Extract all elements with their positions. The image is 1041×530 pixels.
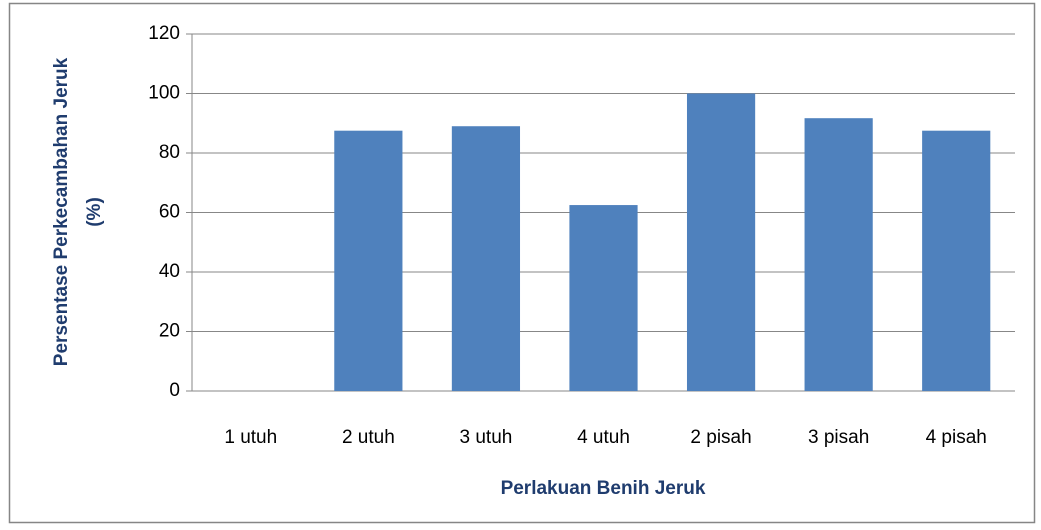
y-tick-label: 60 xyxy=(159,202,180,223)
x-axis-label: Perlakuan Benih Jeruk xyxy=(501,478,706,499)
y-axis-label-line: Persentase Perkecambahan Jeruk xyxy=(51,57,72,366)
y-tick-label: 0 xyxy=(169,380,180,401)
x-tick-label: 3 pisah xyxy=(808,427,869,448)
y-tick-label: 20 xyxy=(159,321,180,342)
bar xyxy=(922,130,991,391)
bar xyxy=(804,118,873,391)
y-tick-label: 40 xyxy=(159,261,180,282)
y-axis-label: Persentase Perkecambahan Jeruk (%) xyxy=(51,57,105,366)
x-tick-label: 4 pisah xyxy=(926,427,987,448)
y-tick-label: 120 xyxy=(148,23,180,44)
bar xyxy=(569,205,638,391)
x-tick-label: 4 utuh xyxy=(577,427,630,448)
x-tick-label: 3 utuh xyxy=(460,427,513,448)
x-tick-label: 1 utuh xyxy=(224,427,277,448)
y-tick-label: 100 xyxy=(148,83,180,104)
bar xyxy=(334,130,403,391)
bar xyxy=(686,93,756,391)
x-tick-label: 2 pisah xyxy=(690,427,751,448)
bar xyxy=(451,126,521,391)
y-axis-label-line: (%) xyxy=(84,197,105,227)
x-tick-label: 2 utuh xyxy=(342,427,395,448)
y-tick-label: 80 xyxy=(159,142,180,163)
